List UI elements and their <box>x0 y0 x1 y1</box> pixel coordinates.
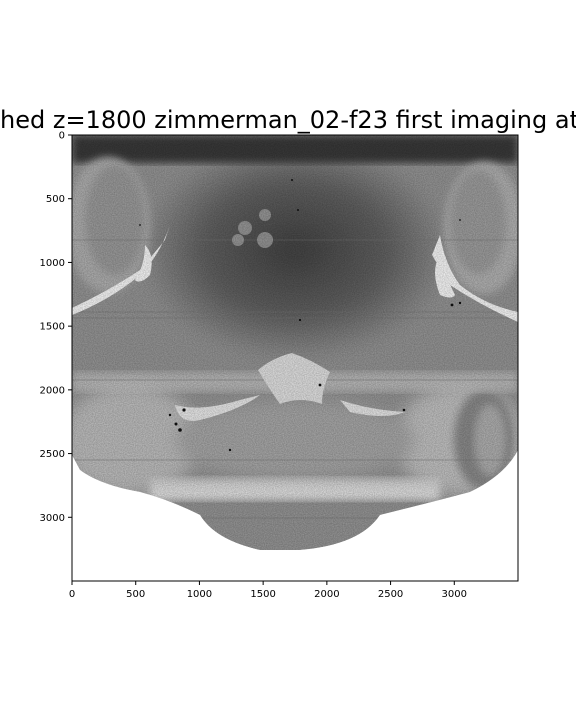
y-tick-label: 0 <box>59 131 65 142</box>
axes-frame <box>71 134 519 582</box>
x-tick-label: 2000 <box>314 589 339 600</box>
y-tick-label: 1500 <box>40 322 65 333</box>
x-tick-label: 500 <box>126 589 145 600</box>
y-tick-label: 2000 <box>40 385 65 396</box>
brain-section-image <box>72 135 518 581</box>
x-tick-label: 0 <box>69 589 75 600</box>
x-axis: 0 500 1000 1500 2000 2500 3000 <box>69 581 467 600</box>
x-tick-label: 1500 <box>250 589 275 600</box>
y-tick-label: 2500 <box>40 449 65 460</box>
y-tick-label: 3000 <box>40 513 65 524</box>
x-tick-label: 3000 <box>442 589 467 600</box>
y-axis: 0 500 1000 1500 2000 2500 3000 <box>40 131 72 524</box>
y-tick-label: 500 <box>46 194 65 205</box>
x-tick-label: 1000 <box>187 589 212 600</box>
y-tick-label: 1000 <box>40 258 65 269</box>
figure-title: hed z=1800 zimmerman_02-f23 first imagin… <box>0 106 576 134</box>
x-tick-label: 2500 <box>378 589 403 600</box>
